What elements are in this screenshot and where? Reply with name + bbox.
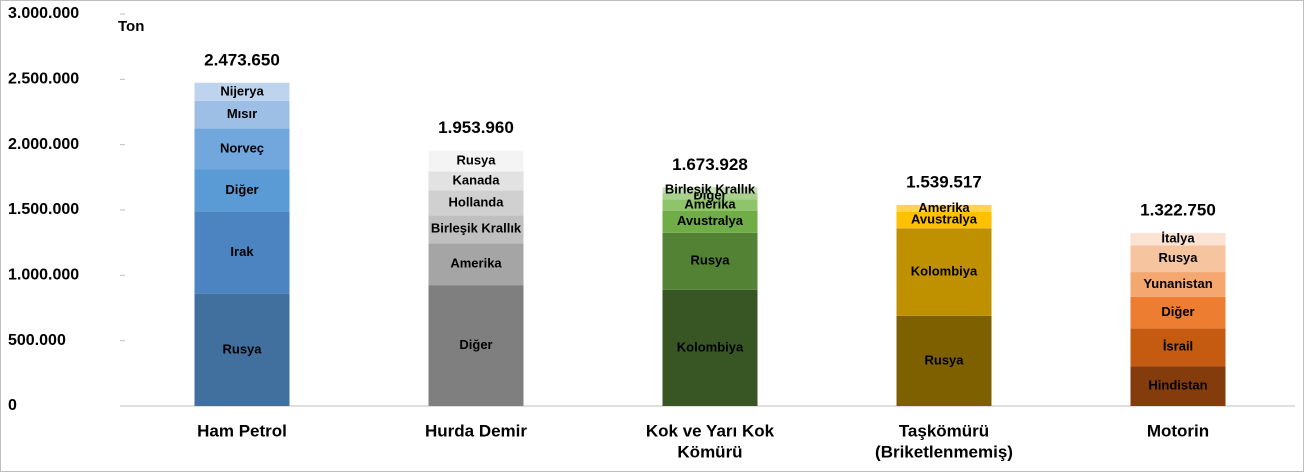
segment-label: Diğer (1161, 304, 1194, 319)
segment-label: Rusya (456, 153, 496, 168)
segment-label: Diğer (225, 182, 258, 197)
segment-label: Amerika (450, 256, 502, 271)
bar-segment (194, 293, 290, 406)
bar-segment (662, 193, 758, 200)
segment-label: Hindistan (1148, 378, 1207, 393)
bar-segment (428, 150, 524, 172)
bar-segment (428, 243, 524, 286)
bar-segment (428, 215, 524, 244)
segment-label: İsrail (1163, 339, 1193, 354)
total-label: 1.953.960 (438, 118, 514, 137)
x-tick-label: Kok ve Yarı Kok (646, 421, 775, 440)
bar-segment (1130, 233, 1226, 246)
y-tick-label: 3.000.000 (8, 5, 79, 22)
bar-segment (1130, 366, 1226, 406)
bar-segment (662, 210, 758, 233)
segment-label: Avustralya (911, 212, 978, 227)
x-tick-label: Ham Petrol (197, 421, 287, 440)
segment-label: Kanada (453, 172, 501, 187)
x-tick-label: Hurda Demir (425, 421, 527, 440)
segment-label: Yunanistan (1143, 276, 1212, 291)
bar-segment (194, 211, 290, 294)
segment-label: Amerika (684, 197, 736, 212)
bar-segment (194, 128, 290, 170)
y-axis-label: Ton (118, 18, 144, 35)
y-tick-label: 2.500.000 (8, 71, 79, 88)
y-tick-label: 1.500.000 (8, 201, 79, 218)
segment-label: Norveç (220, 140, 264, 155)
bar-segment (662, 187, 758, 194)
x-tick-label: Motorin (1147, 421, 1209, 440)
segment-label: Hollanda (449, 194, 505, 209)
segment-label: Amerika (918, 200, 970, 215)
bar-segment (1130, 296, 1226, 329)
bar-segment (896, 204, 992, 212)
segment-label: Mısır (227, 106, 257, 121)
total-label: 2.473.650 (204, 50, 280, 69)
y-tick-label: 2.000.000 (8, 136, 79, 153)
segment-label: Nijerya (220, 83, 264, 98)
bar-segment (1130, 272, 1226, 297)
bar-segment (896, 315, 992, 406)
y-tick-label: 0 (8, 397, 17, 414)
segment-label: Birleşik Krallık (665, 182, 756, 197)
segment-label: Kolombiya (911, 264, 978, 279)
x-tick-label: (Briketlenmemiş) (875, 442, 1013, 461)
bar-segment (194, 82, 290, 101)
bar-segment (194, 100, 290, 129)
bar-segment (662, 199, 758, 211)
bar-segment (194, 169, 290, 212)
bar-segment (428, 285, 524, 406)
segment-label: Rusya (222, 341, 262, 356)
bar-segment (428, 171, 524, 191)
total-label: 1.539.517 (906, 172, 982, 191)
segment-label: Kolombiya (677, 339, 744, 354)
bar-segment (662, 232, 758, 290)
bar-segment (896, 211, 992, 229)
y-tick-label: 1.000.000 (8, 267, 79, 284)
bar-segment (896, 228, 992, 316)
bar-segment (662, 289, 758, 406)
segment-label: Irak (230, 244, 254, 259)
total-label: 1.673.928 (672, 155, 748, 174)
total-label: 1.322.750 (1140, 201, 1216, 220)
bar-segment (1130, 328, 1226, 367)
segment-label: Rusya (690, 253, 730, 268)
segment-label: Rusya (924, 352, 964, 367)
x-tick-label: Taşkömürü (899, 421, 989, 440)
segment-label: Birleşik Krallık (431, 221, 522, 236)
segment-label: Diğer (459, 337, 492, 352)
segment-label: Rusya (1158, 250, 1198, 265)
segment-label: İtalya (1161, 231, 1195, 246)
segment-label: Avustralya (677, 213, 744, 228)
bar-segment (428, 190, 524, 216)
y-tick-label: 500.000 (8, 332, 66, 349)
bar-segment (1130, 245, 1226, 273)
x-tick-label: Kömürü (677, 442, 742, 461)
